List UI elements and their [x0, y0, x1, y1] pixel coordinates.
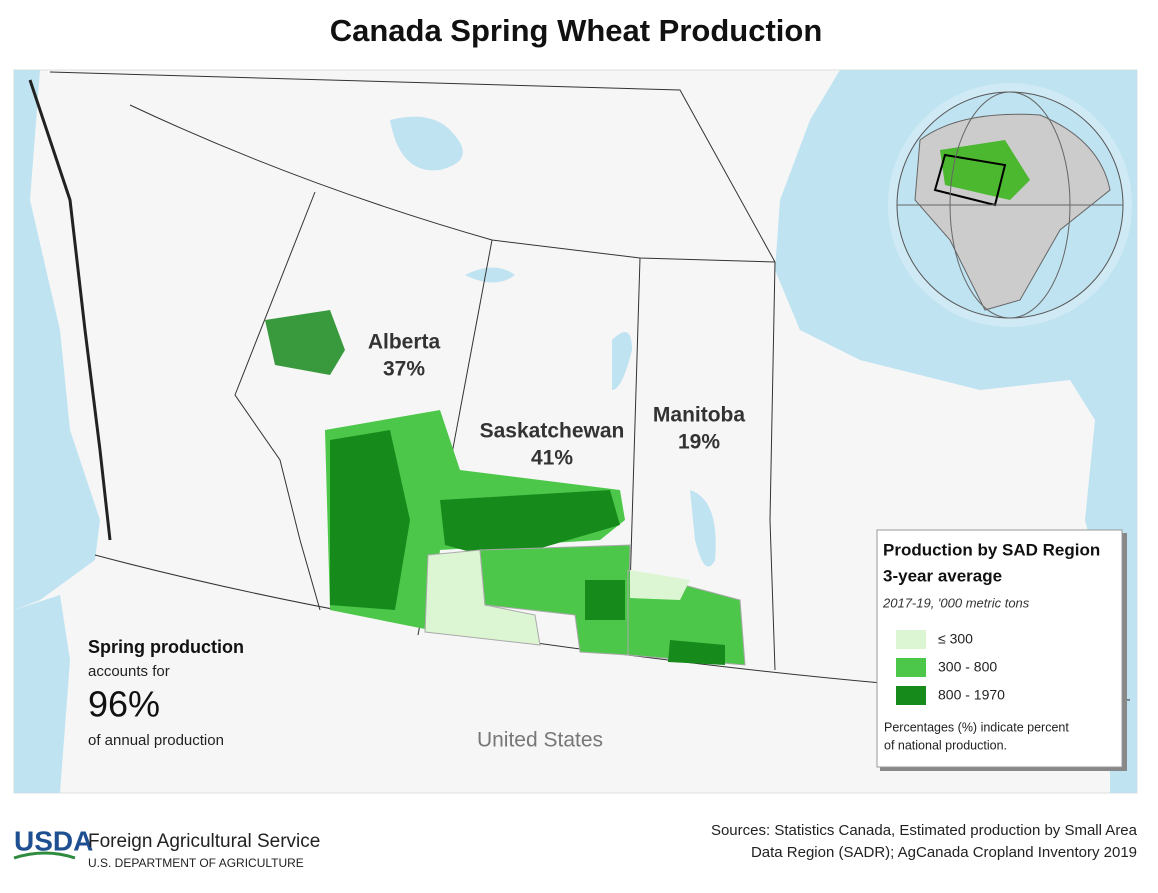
- globe-canada: [940, 140, 1030, 200]
- border: [129, 104, 776, 263]
- wheat-high: [668, 640, 725, 665]
- wheat-high: [330, 430, 410, 610]
- title: Canada Spring Wheat Production: [330, 13, 823, 48]
- callout-text: accounts for: [88, 663, 170, 680]
- border: [234, 191, 321, 611]
- footer: USDA Foreign Agricultural Service U.S. D…: [13, 822, 1138, 870]
- province-share: 41%: [531, 447, 573, 470]
- province-name: Alberta: [368, 331, 441, 354]
- province-share: 37%: [383, 358, 425, 381]
- lake-winnipeg: [690, 490, 716, 567]
- neighbor-label: United States: [477, 729, 603, 752]
- coastline: [28, 79, 112, 541]
- wheat-low: [630, 570, 690, 600]
- logo-swoosh: [13, 851, 76, 860]
- sources: Sources: Statistics Canada, Estimated pr…: [711, 822, 1138, 839]
- globe-inset: [888, 83, 1132, 327]
- province-name: Manitoba: [653, 404, 745, 427]
- legend-title: Production by SAD Region: [883, 540, 1100, 559]
- legend-swatch: [896, 630, 926, 649]
- lake: [612, 332, 632, 390]
- pacific-south: [14, 595, 70, 793]
- legend-note: Percentages (%) indicate percent: [884, 720, 1069, 734]
- border: [49, 71, 776, 263]
- logo: USDA: [14, 825, 93, 856]
- callout-heading: Spring production: [88, 637, 244, 657]
- province-share: 19%: [678, 431, 720, 454]
- lake: [390, 116, 463, 171]
- lake: [465, 267, 515, 283]
- legend-units: 2017-19, '000 metric tons: [882, 595, 1030, 610]
- wheat-peace: [265, 310, 345, 375]
- department: U.S. DEPARTMENT OF AGRICULTURE: [88, 856, 304, 870]
- legend-swatch: [896, 686, 926, 705]
- legend-label: ≤ 300: [938, 631, 973, 647]
- callout: Spring production accounts for 96% of an…: [88, 637, 244, 749]
- wheat-mid: [479, 544, 631, 656]
- sources: Data Region (SADR); AgCanada Cropland In…: [751, 844, 1137, 861]
- callout-value: 96%: [88, 684, 160, 725]
- legend-items: ≤ 300 300 - 800 800 - 1970: [896, 630, 1005, 705]
- wheat-high: [440, 490, 620, 560]
- agency: Foreign Agricultural Service: [88, 831, 320, 852]
- legend-swatch: [896, 658, 926, 677]
- callout-text: of annual production: [88, 732, 224, 749]
- border: [769, 261, 776, 671]
- province-name: Saskatchewan: [480, 420, 625, 443]
- legend-note: of national production.: [884, 738, 1007, 752]
- wheat-high: [585, 580, 625, 620]
- legend-label: 300 - 800: [938, 659, 997, 675]
- legend-subtitle: 3-year average: [883, 566, 1002, 585]
- legend-label: 800 - 1970: [938, 687, 1005, 703]
- legend: Production by SAD Region 3-year average …: [876, 529, 1127, 771]
- pacific: [14, 70, 100, 610]
